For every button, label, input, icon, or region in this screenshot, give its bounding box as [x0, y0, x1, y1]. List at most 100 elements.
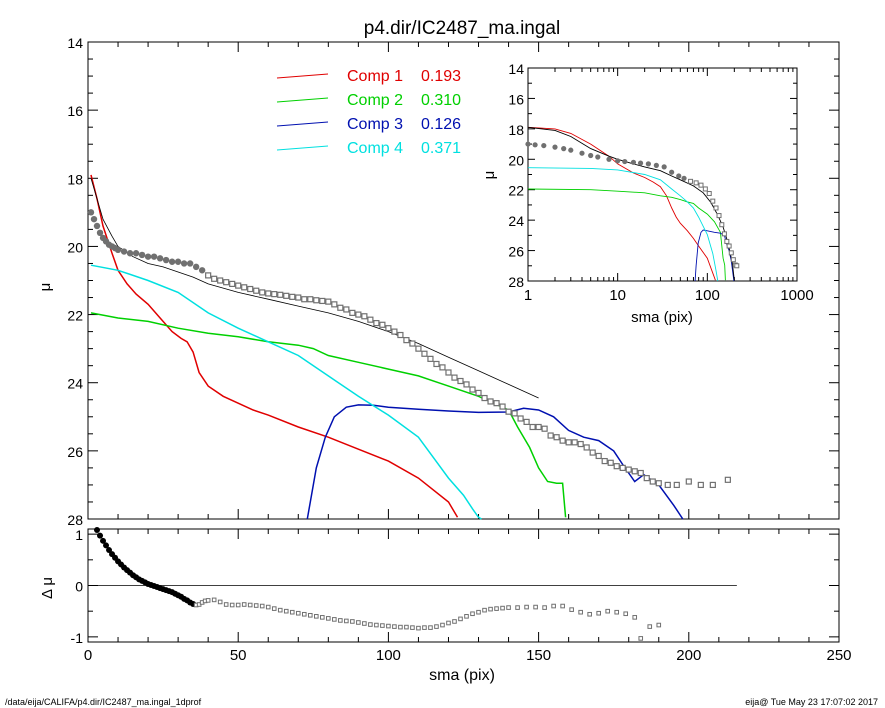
data-point: [241, 284, 248, 291]
comp3-line: [306, 404, 684, 520]
residual-point: [205, 598, 211, 603]
comp4-line: [90, 264, 482, 520]
data-point: [535, 423, 542, 431]
data-point: [664, 481, 671, 489]
residual-point: [596, 610, 601, 616]
residual-x-tick-label: 150: [526, 647, 551, 664]
inset-axis-ticks: 14 16 18 20 22 24 26 281 10 100 1000: [508, 61, 813, 304]
legend-value-comp3: 0.126: [421, 116, 461, 133]
data-point: [253, 287, 260, 294]
inset-data-point: [726, 243, 732, 249]
residual-point: [211, 597, 217, 603]
main-y-tick-label: 16: [67, 103, 83, 119]
data-point: [138, 251, 146, 259]
residual-point: [614, 609, 620, 615]
residual-point: [428, 625, 433, 630]
inset-data-point: [579, 150, 585, 156]
data-point: [120, 248, 128, 255]
inset-data-point: [734, 263, 740, 269]
residual-y-axis-label: Δ μ: [39, 577, 56, 599]
inset-data-point: [710, 198, 716, 204]
inset-data-point: [698, 182, 704, 188]
inset-x-axis-label: sma (pix): [631, 309, 693, 326]
inset-x-tick-label: 10: [609, 287, 626, 304]
main-series-lines: [90, 174, 684, 520]
data-point: [289, 293, 296, 300]
inset-y-tick-label: 22: [508, 183, 524, 199]
inset-data-point: [721, 231, 727, 237]
main-y-axis-label: μ: [37, 283, 54, 292]
data-point: [283, 292, 290, 299]
data-point: [601, 457, 608, 465]
main-plot: 14 16 18 20 22 24 26 28 μ Comp 1 0.193 Comp 2 0.31…: [37, 35, 840, 528]
data-point: [583, 444, 590, 451]
residual-point: [533, 604, 538, 610]
main-y-tick-label: 24: [67, 376, 83, 392]
data-point: [198, 267, 206, 274]
residual-point: [386, 623, 391, 629]
residual-axis-ticks: 10-10 50 100 150 200 250: [71, 527, 852, 664]
data-point: [463, 381, 470, 388]
residual-point: [289, 609, 295, 615]
inset-data-point: [719, 222, 725, 228]
data-point: [259, 289, 266, 296]
data-point: [655, 480, 662, 487]
main-y-tick-label: 14: [67, 35, 83, 51]
residual-point: [326, 616, 331, 621]
data-point: [457, 377, 464, 385]
residual-point: [476, 609, 481, 615]
residual-point: [482, 607, 487, 613]
legend-swatch-comp4: [276, 145, 329, 151]
data-point: [613, 463, 620, 470]
residual-point: [229, 602, 235, 608]
data-point: [433, 360, 440, 368]
data-point: [331, 301, 338, 308]
data-point: [217, 277, 224, 284]
residual-point: [265, 604, 271, 610]
residual-point: [283, 608, 289, 614]
residual-point: [392, 624, 397, 629]
data-point: [361, 313, 368, 320]
residual-point: [350, 619, 355, 624]
residual-point: [542, 605, 547, 610]
residual-plot: 10-10 50 100 150 200 250 sma (pix) Δ μ: [39, 527, 852, 684]
inset-y-tick-label: 20: [508, 152, 524, 168]
chart-title: p4.dir/IC2487_ma.ingal: [364, 18, 560, 39]
data-point: [307, 296, 314, 303]
data-point: [192, 263, 200, 271]
residual-point: [307, 612, 313, 618]
data-point: [505, 408, 512, 415]
data-point: [487, 398, 494, 405]
residual-point: [446, 620, 451, 626]
legend-value-comp4: 0.371: [421, 140, 461, 157]
residual-point: [578, 609, 583, 615]
residual-point: [223, 602, 229, 607]
data-point: [373, 319, 380, 327]
residual-point: [470, 611, 475, 617]
data-point: [229, 280, 236, 288]
data-point: [132, 250, 140, 257]
data-point: [343, 306, 350, 313]
main-y-tick-label: 26: [67, 444, 83, 460]
residual-point: [314, 614, 319, 619]
residual-point: [506, 605, 511, 610]
inset-y-axis-label: μ: [481, 171, 498, 180]
inset-data-point: [661, 164, 667, 170]
data-point: [271, 291, 278, 298]
data-point: [205, 272, 212, 279]
data-point: [114, 246, 122, 254]
legend-value-comp1: 0.193: [421, 68, 461, 85]
residual-data-points: [94, 527, 662, 641]
data-point: [150, 253, 158, 260]
residual-point: [524, 604, 529, 610]
residual-y-tick-label: 1: [75, 527, 83, 543]
residual-point: [416, 625, 421, 631]
data-point: [595, 452, 602, 460]
inset-data-point: [702, 186, 708, 192]
inset-data-point: [615, 158, 621, 164]
residual-point: [494, 606, 499, 611]
model-line: [90, 178, 539, 399]
inset-x-tick-label: 1: [524, 287, 532, 304]
data-point: [724, 476, 731, 483]
data-point: [493, 400, 500, 407]
